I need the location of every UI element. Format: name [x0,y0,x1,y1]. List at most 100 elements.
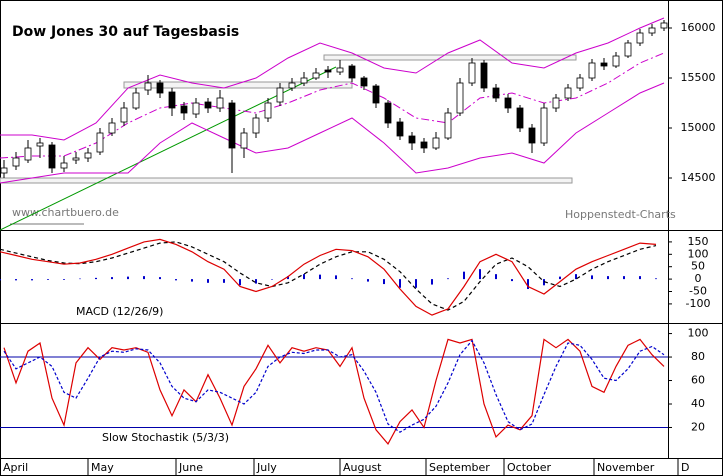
candle-body [456,82,464,114]
candle-body [132,92,140,109]
panel-label: MACD (12/26/9) [76,305,163,318]
candle-body [180,105,188,114]
histogram-bar [319,274,321,280]
bollinger-band [0,82,665,184]
candle-body [192,102,200,115]
histogram-bar [127,276,129,280]
candle-body [48,144,56,169]
candle-body [480,62,488,89]
histogram-bar [399,279,401,288]
histogram-bar [143,276,145,280]
candle-body [372,85,380,104]
histogram-bar [95,277,97,280]
histogram-bar [527,279,529,290]
candle-body [60,162,68,169]
candle-body [264,102,272,119]
histogram-bar [639,276,641,280]
candle-body [300,77,308,84]
range-box [323,54,577,61]
candle-body [660,22,668,29]
y-tick-label: -50 [689,285,707,298]
y-tick-label: 16000 [681,21,716,34]
histogram-bar [271,279,273,280]
histogram-bar [239,279,241,286]
candle-body [516,107,524,129]
macd-line [0,241,657,311]
y-tick-label: 150 [688,235,709,248]
chart-title: Dow Jones 30 auf Tagesbasis [12,24,239,40]
stochastic-line [3,339,665,433]
histogram-bar [415,279,417,288]
histogram-bar [47,279,49,280]
histogram-bar [15,279,17,281]
histogram-bar [175,279,177,281]
candle-body [216,97,224,109]
candle-body [648,27,656,34]
histogram-bar [303,274,305,280]
x-tick-label: May [91,461,114,474]
macd-line [0,238,657,316]
histogram-bar [511,279,513,282]
candle-body [12,157,20,167]
histogram-bar [79,278,81,280]
x-tick-label: October [507,461,551,474]
candle-body [324,69,332,73]
candle-body [396,121,404,137]
candle-body [108,122,116,134]
histogram-bar [191,279,193,282]
candle-body [288,82,296,89]
histogram-bar [31,279,33,281]
candle-body [204,101,212,109]
y-tick-label: 60 [691,374,705,387]
candle-body [420,141,428,149]
candle-body [96,132,104,153]
histogram-bar [335,275,337,280]
histogram-bar [351,278,353,280]
candle-body [312,72,320,79]
y-tick-label: 100 [688,327,709,340]
candle-body [24,147,32,161]
candle-body [504,97,512,109]
y-tick-label: 50 [691,260,705,273]
y-tick-label: 100 [688,247,709,260]
candle-body [552,97,560,109]
histogram-bar [463,271,465,280]
y-tick-label: 14500 [681,171,716,184]
candle-body [0,167,8,174]
candle-body [228,102,236,149]
x-tick-label: D [681,461,689,474]
y-tick-label: 15500 [681,71,716,84]
stochastic-line [3,338,665,445]
histogram-bar [559,276,561,280]
candle-body [36,142,44,147]
candle-body [432,137,440,149]
candle-body [276,87,284,103]
candle-body [528,127,536,144]
candle-body [144,82,152,91]
histogram-bar [111,277,113,280]
range-box [0,177,573,184]
candle-body [624,42,632,57]
y-tick-label: 20 [691,420,705,433]
candle-body [444,112,452,139]
candle-body [252,117,260,134]
histogram-bar [591,275,593,280]
candle-body [492,87,500,99]
candle-body [612,55,620,67]
histogram-bar [255,279,257,284]
histogram-bar [655,278,657,280]
histogram-bar [0,279,1,281]
x-tick-label: November [597,461,655,474]
histogram-bar [575,274,577,280]
histogram-bar [623,276,625,280]
x-tick-label: July [256,461,277,474]
x-tick-label: September [429,461,490,474]
candle-body [84,152,92,159]
histogram-bar [495,274,497,280]
candle-body [156,82,164,94]
candle-body [348,65,356,79]
histogram-bar [607,276,609,280]
histogram-bar [367,279,369,282]
candle-body [72,157,80,161]
